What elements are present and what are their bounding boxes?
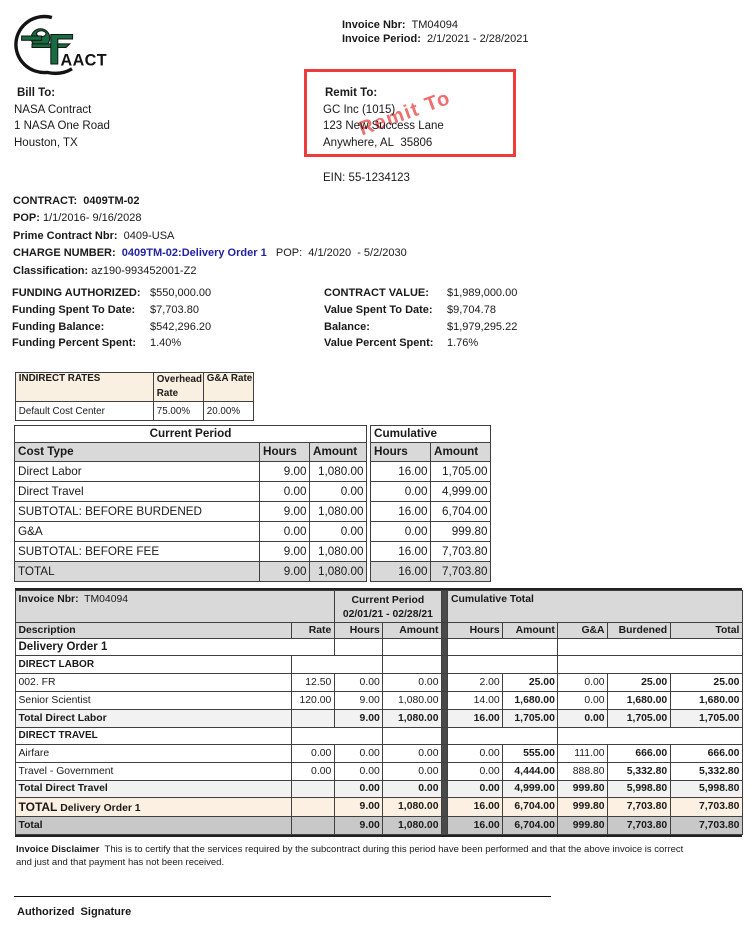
svg-text:AACT: AACT: [61, 52, 108, 70]
